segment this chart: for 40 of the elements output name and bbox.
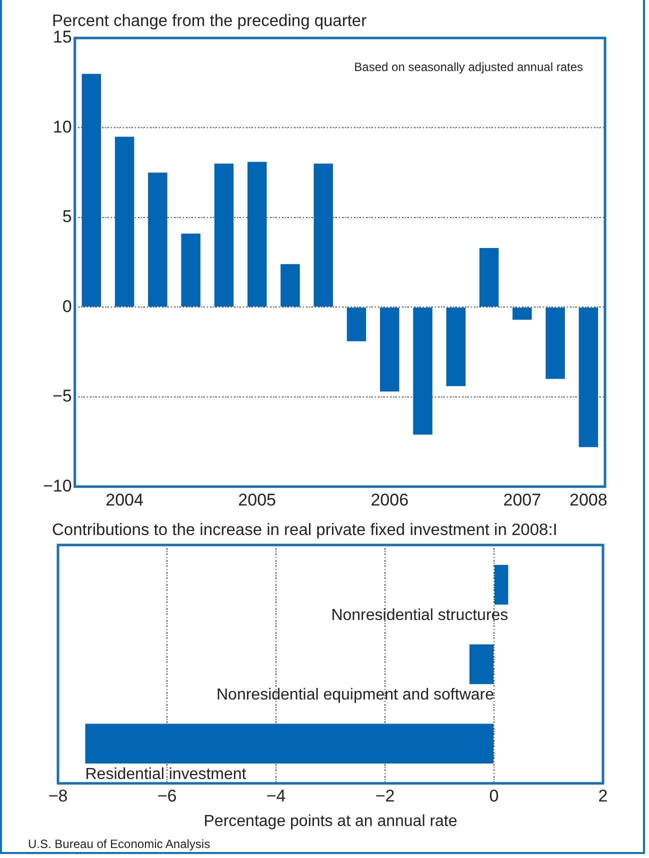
bar [82, 74, 102, 307]
x-tick-label: 2 [598, 786, 608, 806]
x-axis-title: Percentage points at an annual rate [204, 812, 458, 830]
y-tick-label: 5 [62, 207, 72, 226]
bar [346, 308, 366, 342]
bar [181, 234, 200, 307]
bar [114, 136, 134, 307]
x-tick-label: −4 [266, 786, 286, 806]
bar [546, 308, 565, 379]
bar [446, 308, 466, 386]
x-tick-label: 2004 [106, 490, 144, 510]
y-tick-label: 10 [52, 117, 72, 136]
y-tick-label: 15 [52, 28, 72, 47]
x-tick-label: 2006 [370, 490, 409, 510]
bar [578, 308, 598, 448]
y-tick-label: Residential investment [85, 766, 247, 783]
y-tick-label: −10 [42, 476, 72, 496]
chart-title: Percent change from the preceding quarter [52, 12, 367, 30]
bar [512, 308, 532, 320]
y-tick-label: 0 [62, 296, 72, 316]
x-tick-label: −6 [157, 786, 177, 806]
x-tick-label: −2 [375, 786, 395, 806]
x-tick-label: 2005 [238, 490, 276, 510]
annotation: Based on seasonally adjusted annual rates [354, 60, 583, 74]
bar [148, 172, 168, 307]
bar [247, 162, 267, 307]
bar [380, 308, 400, 392]
x-tick-label: −8 [48, 786, 68, 806]
bar [314, 164, 333, 307]
bar [280, 264, 300, 307]
x-tick-label: 2008 [570, 490, 608, 510]
text: U.S. Bureau of Economic Analysis [28, 837, 210, 851]
chart-title: Contributions to the increase in real private fixed investment in 2008:I [52, 521, 558, 540]
y-tick-label: Nonresidential equipment and software [216, 686, 494, 704]
bar [214, 164, 234, 307]
y-tick-label: Nonresidential structures [331, 607, 508, 624]
bar [479, 248, 499, 307]
bar [413, 308, 432, 435]
x-tick-label: 2007 [503, 490, 542, 510]
y-tick-label: −5 [52, 386, 72, 406]
